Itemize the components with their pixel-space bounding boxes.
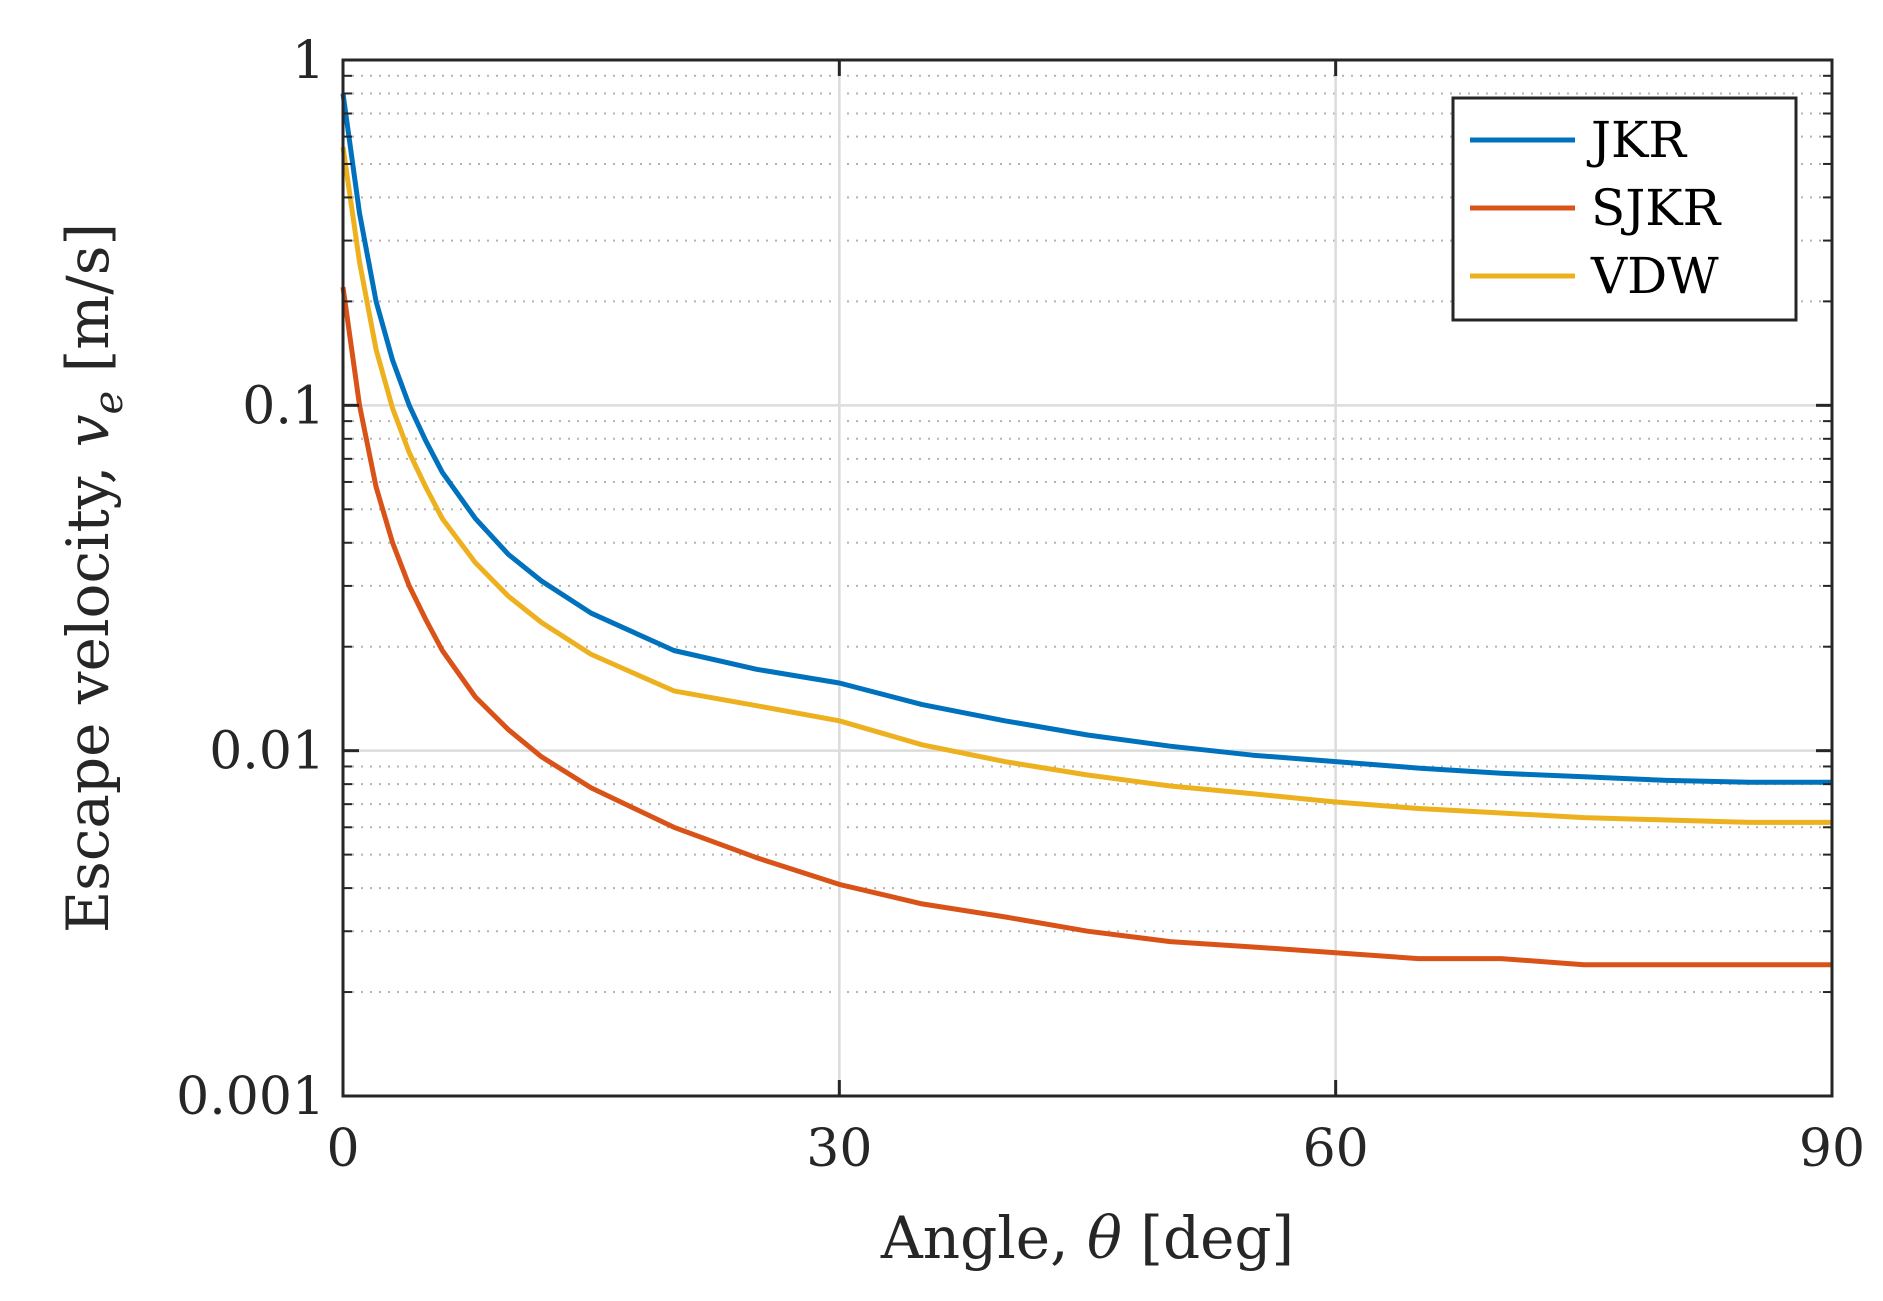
x-tick-label: 0 [326, 1119, 359, 1179]
legend: JKR SJKR VDW [1451, 96, 1798, 322]
series-line-sjkr [340, 286, 1832, 968]
series-lines [340, 93, 1832, 968]
series-line-vdw [340, 146, 1832, 825]
x-tick-label: 60 [1303, 1119, 1369, 1179]
legend-label-vdw: VDW [1590, 247, 1719, 305]
x-axis-label: Angle, θ [deg] [880, 1204, 1294, 1272]
y-tick-label: 1 [292, 31, 325, 91]
axis-ticks [341, 58, 1834, 1098]
series-line-jkr [340, 93, 1832, 785]
y-tick-label: 0.001 [176, 1067, 325, 1127]
y-tick-label: 0.01 [209, 722, 325, 782]
plot-frame [341, 58, 1834, 1098]
legend-box [1451, 96, 1798, 322]
x-tick-label: 90 [1799, 1119, 1865, 1179]
legend-label-jkr: JKR [1586, 111, 1687, 169]
y-axis-label: Escape velocity, ve [m/s] [54, 223, 132, 933]
y-tick-label: 0.1 [242, 376, 325, 436]
tick-labels: 0.001 0.01 0.1 1 0 30 60 90 [176, 31, 1865, 1179]
major-gridlines [343, 60, 1832, 1096]
x-tick-label: 30 [806, 1119, 872, 1179]
legend-label-sjkr: SJKR [1591, 179, 1722, 237]
